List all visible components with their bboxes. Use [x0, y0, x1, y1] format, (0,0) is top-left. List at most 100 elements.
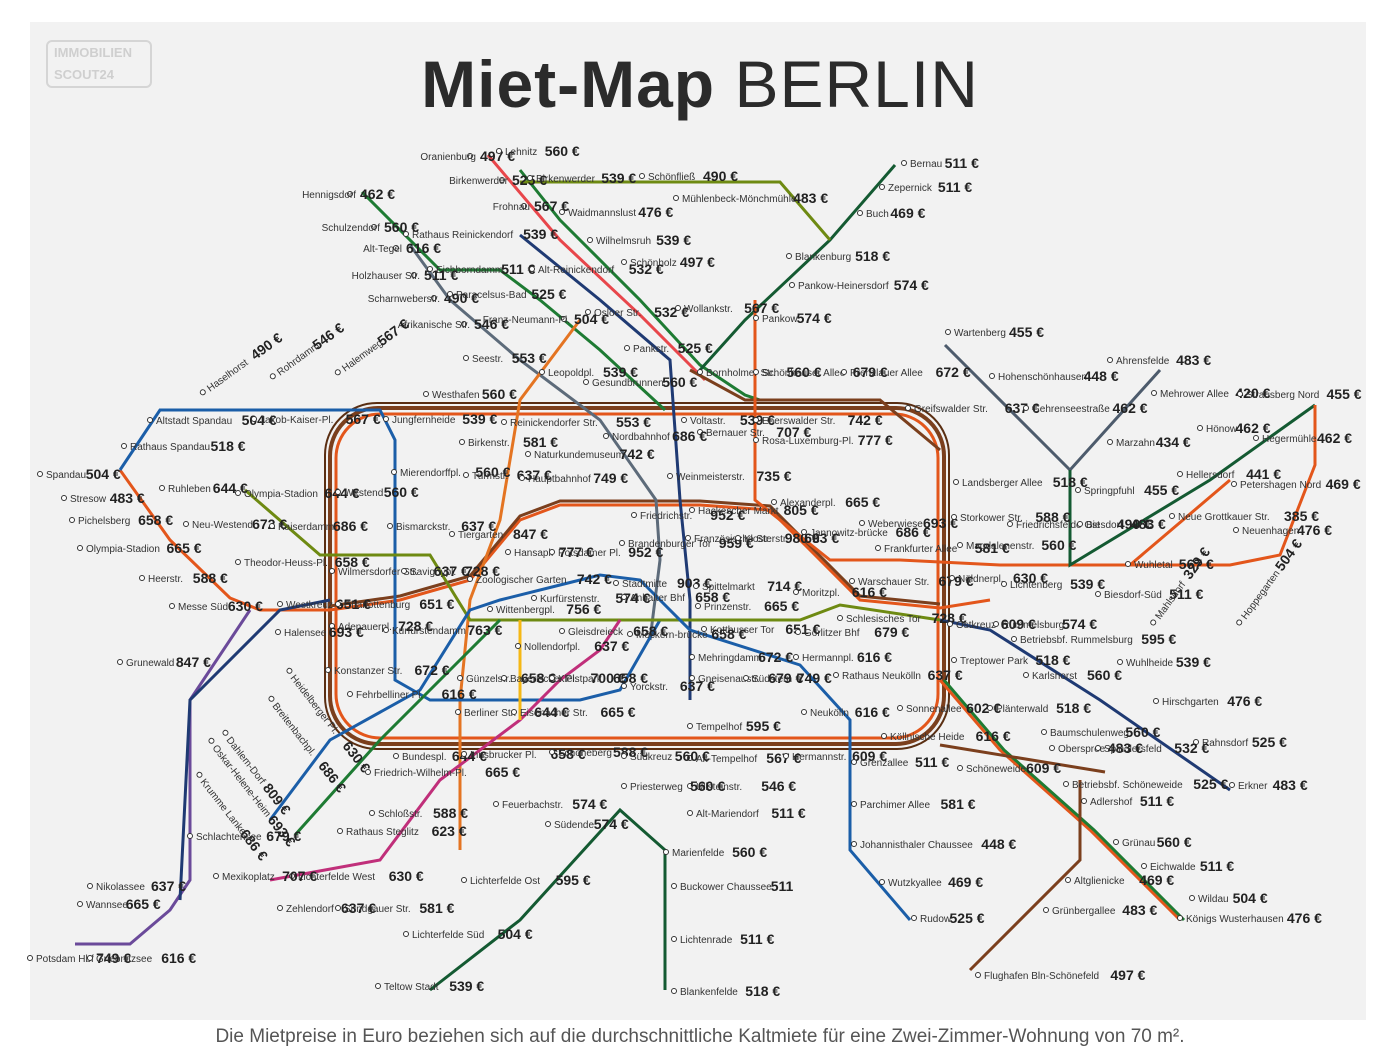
station-marker[interactable] — [951, 514, 957, 520]
station-marker[interactable] — [549, 549, 555, 555]
station-mehrower[interactable]: Mehrower Allee 420 € — [1151, 385, 1271, 401]
station-theodorheuss[interactable]: Theodor-Heuss-Pl. 658 € — [235, 554, 370, 570]
station-marzahn[interactable]: Marzahn 434 € — [1107, 434, 1191, 450]
station-kurfuerstendamm[interactable]: Kurfürstendamm 763 € — [383, 622, 503, 638]
station-schoenfliess[interactable]: Schönfließ 490 € — [639, 168, 739, 184]
station-hansapl[interactable]: Hansapl. 777 € — [505, 544, 595, 560]
station-jungfernheide[interactable]: Jungfernheide 539 € — [383, 411, 498, 427]
station-birkenstr[interactable]: Birkenstr. 581 € — [459, 434, 559, 450]
station-sonnenallee[interactable]: Sonnenallee 602 € — [897, 700, 1002, 716]
station-marker[interactable] — [147, 417, 153, 423]
station-marker[interactable] — [945, 329, 951, 335]
station-friedrichstr[interactable]: Friedrichstr. 952 € — [631, 507, 746, 523]
station-moritzpl[interactable]: Moritzpl. 616 € — [793, 584, 888, 600]
station-hermannstr[interactable]: Hermannstr. 609 € — [783, 748, 888, 764]
station-marker[interactable] — [911, 915, 917, 921]
station-pichelsberg[interactable]: Pichelsberg 658 € — [69, 512, 174, 528]
station-marker[interactable] — [269, 523, 275, 529]
station-marker[interactable] — [587, 237, 593, 243]
station-marker[interactable] — [387, 523, 393, 529]
station-neuwestend[interactable]: Neu-Westend 672 € — [183, 516, 288, 532]
station-marker[interactable] — [1229, 782, 1235, 788]
station-marker[interactable] — [905, 405, 911, 411]
station-marker[interactable] — [1043, 907, 1049, 913]
station-mierendorff[interactable]: Mierendorffpl. 560 € — [391, 464, 511, 480]
station-marker[interactable] — [461, 321, 467, 327]
station-stadtmitte[interactable]: Stadtmitte 903 € — [613, 575, 713, 591]
station-marker[interactable] — [515, 643, 521, 649]
station-marker[interactable] — [549, 675, 555, 681]
station-marker[interactable] — [519, 475, 525, 481]
station-marker[interactable] — [463, 472, 469, 478]
station-marker[interactable] — [671, 883, 677, 889]
station-marker[interactable] — [427, 266, 433, 272]
station-marker[interactable] — [957, 542, 963, 548]
station-marker[interactable] — [881, 733, 887, 739]
station-ostkreuz[interactable]: Ostkreuz 609 € — [947, 616, 1037, 632]
station-schoenholz[interactable]: Schönholz 497 € — [621, 254, 716, 270]
station-treptowerpark[interactable]: Treptower Park 518 € — [951, 652, 1071, 668]
station-bayerischerpl[interactable]: Bayerischer Pl. 700 € — [501, 670, 626, 686]
station-innsbrucker[interactable]: Innsbrucker Pl. 658 € — [461, 746, 586, 762]
station-marker[interactable] — [851, 759, 857, 765]
station-grenzallee[interactable]: Grenzallee 511 € — [851, 754, 950, 770]
station-flughafen[interactable]: Flughafen Bln-Schönefeld 497 € — [975, 967, 1146, 983]
station-marker[interactable] — [1236, 619, 1243, 626]
station-sundgauer[interactable]: Sundgauer Str. 581 € — [335, 900, 455, 916]
station-marker[interactable] — [975, 972, 981, 978]
station-koenigswusterhausen[interactable]: Königs Wusterhausen 476 € — [1177, 910, 1323, 926]
station-marker[interactable] — [753, 417, 759, 423]
station-moeckernbruecke[interactable]: Möckern-brücke 658 € — [627, 626, 747, 642]
station-marker[interactable] — [859, 520, 865, 526]
station-marker[interactable] — [786, 253, 792, 259]
station-marker[interactable] — [583, 379, 589, 385]
station-erkner[interactable]: Erkner 483 € — [1229, 777, 1308, 793]
station-marienfelde[interactable]: Marienfelde 560 € — [663, 844, 768, 860]
station-weberwiese[interactable]: Weberwiese 693 € — [859, 515, 959, 531]
station-marker[interactable] — [286, 667, 293, 674]
station-marker[interactable] — [1193, 739, 1199, 745]
station-marker[interactable] — [851, 801, 857, 807]
station-marker[interactable] — [685, 535, 691, 541]
station-marker[interactable] — [87, 955, 93, 961]
station-marker[interactable] — [697, 369, 703, 375]
station-marker[interactable] — [697, 429, 703, 435]
station-marker[interactable] — [619, 540, 625, 546]
station-marker[interactable] — [383, 416, 389, 422]
station-berlinerstr[interactable]: Berliner Str. 644 € — [455, 704, 570, 720]
station-marker[interactable] — [447, 291, 453, 297]
station-marker[interactable] — [687, 723, 693, 729]
station-ploenterwald[interactable]: Plänterwald 518 € — [987, 700, 1092, 716]
station-marker[interactable] — [1197, 425, 1203, 431]
station-tiergarten[interactable]: Tiergarten 847 € — [449, 526, 549, 542]
station-marker[interactable] — [1169, 513, 1175, 519]
station-marker[interactable] — [753, 369, 759, 375]
station-wilmersdorfer[interactable]: Wilmersdorfer Str. 637 € — [329, 563, 470, 579]
station-marker[interactable] — [337, 828, 343, 834]
station-priesterweg[interactable]: Priesterweg 560 € — [621, 778, 726, 794]
station-labels[interactable]: Oranienburg 497 €Lehnitz 560 €Birkenwerder… — [27, 143, 1362, 999]
station-marker[interactable] — [953, 479, 959, 485]
station-paracelsus[interactable]: Paracelsus-Bad 525 € — [447, 286, 567, 302]
station-friedrichsfelde[interactable]: Friedrichsfelde Ost 490 € — [1007, 516, 1153, 532]
station-marker[interactable] — [393, 753, 399, 759]
station-hennigsdorf[interactable]: Hennigsdorf 462 € — [302, 186, 395, 202]
station-betriebsbfschoeneweide[interactable]: Betriebsbf. Schöneweide 525 € — [1063, 776, 1229, 792]
station-waidmannslust[interactable]: Waidmannslust 476 € — [559, 204, 674, 220]
station-adenauerpl[interactable]: Adenauerpl. 728 € — [329, 618, 434, 634]
station-altglienicke[interactable]: Altglienicke 469 € — [1065, 872, 1175, 888]
station-noeldnerpl[interactable]: Nöldnerpl. 630 € — [949, 570, 1049, 586]
station-marker[interactable] — [496, 148, 502, 154]
station-blankenfelde[interactable]: Blankenfelde 518 € — [671, 983, 781, 999]
station-charlottenburg[interactable]: Charlottenburg 651 € — [335, 596, 455, 612]
station-olympiastadion[interactable]: Olympia-Stadion 644 € — [235, 485, 360, 501]
station-marker[interactable] — [681, 417, 687, 423]
station-altmariendorf[interactable]: Alt-Mariendorf 511 € — [687, 805, 806, 821]
station-marker[interactable] — [701, 626, 707, 632]
